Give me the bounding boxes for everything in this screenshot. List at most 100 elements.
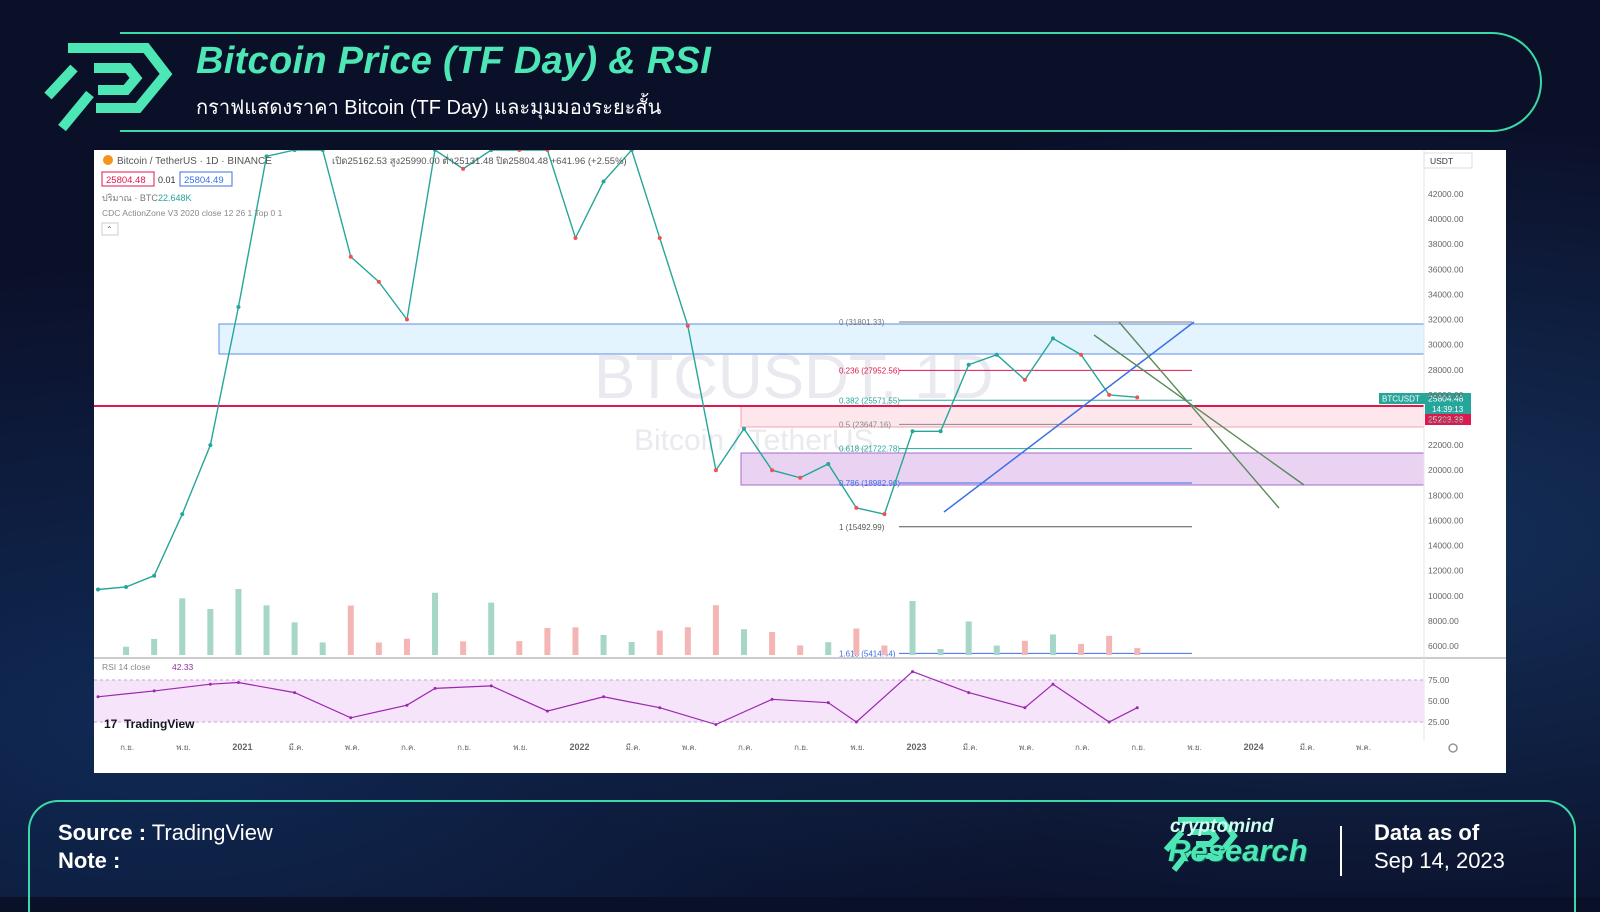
rsi-point bbox=[911, 670, 915, 674]
volume-bar bbox=[769, 632, 776, 655]
price-tick-label: 40000.00 bbox=[1428, 214, 1464, 224]
volume-bar bbox=[628, 642, 635, 655]
price-tick-label: 42000.00 bbox=[1428, 189, 1464, 199]
gear-icon[interactable] bbox=[1448, 743, 1458, 753]
rsi-point bbox=[236, 681, 240, 685]
rsi-point bbox=[152, 689, 156, 693]
price-point bbox=[770, 468, 775, 473]
page-subtitle: กราฟแสดงราคา Bitcoin (TF Day) และมุมมองร… bbox=[196, 97, 662, 119]
volume-bar bbox=[993, 645, 1000, 655]
bitcoin-icon bbox=[103, 155, 113, 165]
fibonacci-retracement: 0 (31801.33) 0.236 (27952.56) 0.382 (25571… bbox=[839, 318, 1192, 658]
indicator-label: CDC ActionZone V3 2020 close 12 26 1 Top… bbox=[102, 208, 283, 218]
data-as-of-date: Sep 14, 2023 bbox=[1374, 848, 1505, 873]
price-point bbox=[236, 305, 241, 309]
rsi-point bbox=[1051, 682, 1055, 686]
time-tick-label: พ.ย. bbox=[850, 743, 864, 752]
price-point bbox=[348, 254, 353, 259]
time-tick-label: 2021 bbox=[232, 742, 252, 752]
rsi-band bbox=[94, 680, 1424, 722]
bid-box[interactable] bbox=[101, 171, 155, 187]
price-tick-label: 32000.00 bbox=[1428, 315, 1464, 325]
time-tick-label: มี.ค. bbox=[963, 743, 978, 752]
rsi-point bbox=[1023, 706, 1027, 710]
volume-bar bbox=[488, 602, 495, 655]
brand-name: cryptomind bbox=[1170, 816, 1274, 837]
volume-bar bbox=[572, 627, 579, 655]
volume-value: 22.648K bbox=[158, 193, 192, 203]
volume-bar bbox=[853, 628, 860, 655]
price-point bbox=[1022, 377, 1027, 382]
price-point bbox=[124, 584, 129, 589]
rsi-point bbox=[658, 706, 662, 710]
rsi-tick-label: 25.00 bbox=[1428, 717, 1450, 727]
time-tick-label: พ.ค. bbox=[345, 743, 360, 752]
brand-research: Research bbox=[1168, 833, 1308, 868]
collapse-legend-button[interactable] bbox=[101, 222, 119, 236]
price-tick-label: 6000.00 bbox=[1428, 641, 1459, 651]
data-as-of-label: Data as of bbox=[1374, 820, 1480, 845]
price-tick-label: 36000.00 bbox=[1428, 264, 1464, 274]
rsi-axis: 75.00 50.00 25.00 bbox=[1428, 675, 1450, 727]
time-tick-label: พ.ค. bbox=[682, 743, 697, 752]
time-tick-label: 2022 bbox=[569, 742, 589, 752]
volume-bar bbox=[909, 601, 916, 655]
rsi-tick-label: 50.00 bbox=[1428, 696, 1450, 706]
support-price: 25203.38 bbox=[1428, 415, 1464, 425]
price-tick-label: 10000.00 bbox=[1428, 591, 1464, 601]
header-frame bbox=[120, 32, 1542, 132]
currency-label: USDT bbox=[1430, 156, 1453, 166]
demand-zone bbox=[740, 452, 1425, 486]
rsi-point bbox=[489, 684, 493, 688]
price-tick-label: 38000.00 bbox=[1428, 239, 1464, 249]
price-tick-label: 24000.00 bbox=[1428, 415, 1464, 425]
time-tick-label: มี.ค. bbox=[1300, 743, 1315, 752]
tradingview-chart[interactable]: BTCUSDT, 1D Bitcoin / TetherUS 0 (31801.… bbox=[94, 148, 1506, 773]
note-label: Note : bbox=[58, 848, 121, 873]
price-series bbox=[96, 148, 1140, 592]
volume-bar bbox=[881, 645, 888, 655]
volume-bar bbox=[375, 642, 382, 655]
time-tick-label: ก.ค. bbox=[1075, 743, 1090, 752]
price-point bbox=[264, 154, 269, 159]
ascending-trendline[interactable] bbox=[943, 321, 1195, 513]
volume-bar bbox=[1134, 648, 1141, 655]
price-point bbox=[573, 235, 578, 240]
volume-bar bbox=[656, 630, 663, 655]
volume-bar bbox=[151, 638, 158, 655]
volume-bar bbox=[460, 641, 467, 655]
currency-selector[interactable] bbox=[1423, 152, 1473, 169]
price-point bbox=[96, 587, 100, 592]
countdown-tag bbox=[1425, 404, 1471, 414]
price-point bbox=[882, 512, 887, 517]
price-point bbox=[826, 461, 831, 466]
fib-label: 0.786 (18982.90) bbox=[839, 479, 900, 488]
descending-channel-lower[interactable] bbox=[1118, 321, 1280, 509]
fib-label: 0 (31801.33) bbox=[839, 318, 885, 327]
source-line: Source : TradingView bbox=[58, 820, 273, 846]
price-point bbox=[208, 443, 213, 448]
volume-bar bbox=[965, 621, 972, 655]
time-tick-label: มี.ค. bbox=[289, 743, 304, 752]
price-tick-label: 14000.00 bbox=[1428, 541, 1464, 551]
volume-bar bbox=[797, 645, 804, 655]
page-title: Bitcoin Price (TF Day) & RSI bbox=[196, 40, 712, 82]
ask-box[interactable] bbox=[179, 171, 233, 187]
volume-bar bbox=[825, 642, 832, 655]
descending-channel-upper[interactable] bbox=[1093, 334, 1305, 486]
chart-frame: BTCUSDT, 1D Bitcoin / TetherUS 0 (31801.… bbox=[94, 148, 1506, 773]
price-point bbox=[180, 512, 185, 517]
volume-label: ปริมาณ · BTC bbox=[102, 193, 158, 203]
price-tick-label: 30000.00 bbox=[1428, 340, 1464, 350]
price-point bbox=[1079, 352, 1084, 357]
price-point bbox=[461, 166, 466, 171]
price-point bbox=[966, 362, 971, 367]
rsi-point bbox=[405, 703, 409, 707]
price-axis: 42000.00 40000.00 38000.00 36000.00 34000.00… bbox=[1428, 189, 1464, 651]
rsi-point bbox=[854, 720, 858, 724]
time-tick-label: ก.ย. bbox=[120, 743, 134, 752]
time-tick-label: พ.ย. bbox=[513, 743, 527, 752]
fib-label: 0.236 (27952.56) bbox=[839, 366, 900, 375]
volume-bar bbox=[516, 641, 523, 655]
source-label: Source : bbox=[58, 820, 147, 845]
